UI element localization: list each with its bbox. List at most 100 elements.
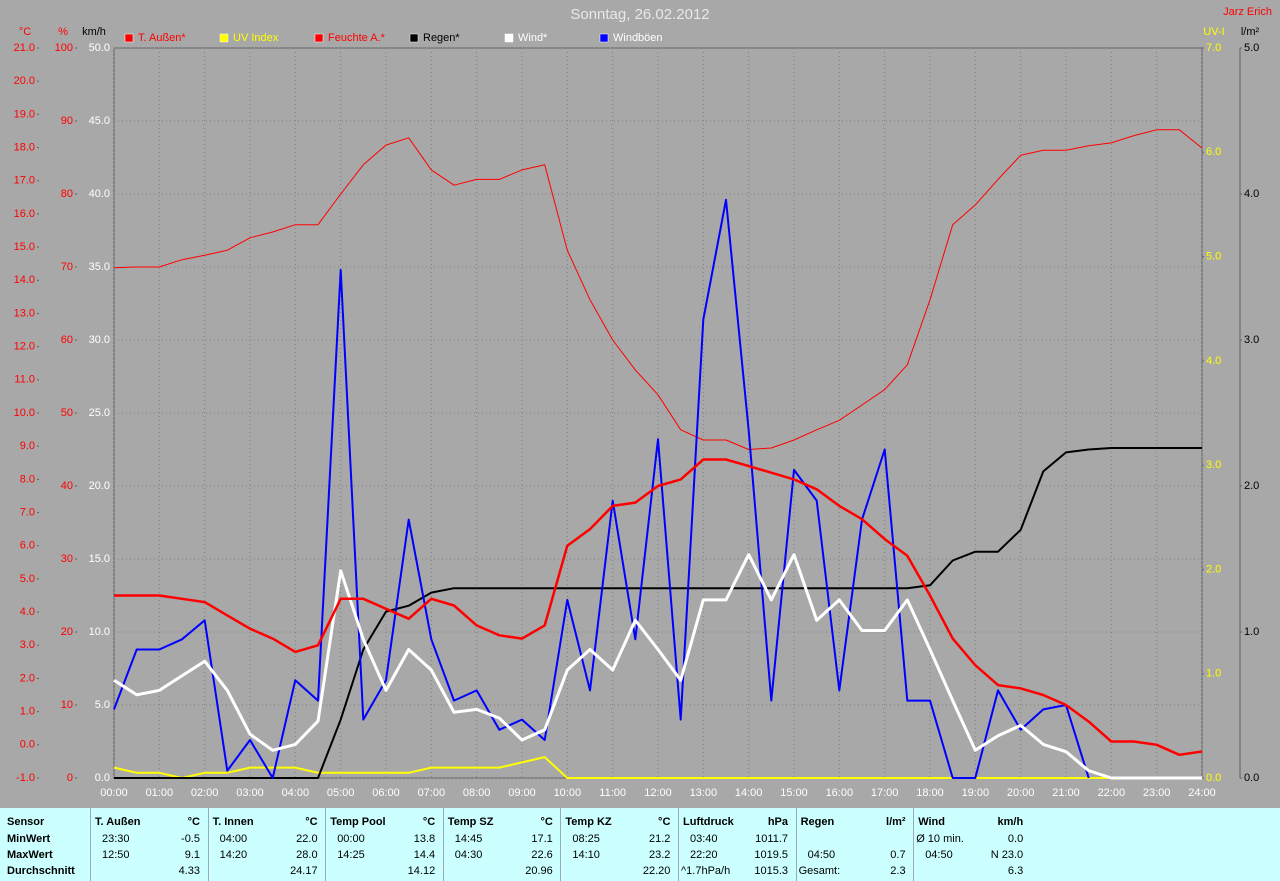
cell-value: 4.33 [178, 865, 200, 877]
y-tick-label: 20.0 [14, 75, 35, 87]
y-tick-label: 30.0 [89, 334, 110, 346]
column-header: Temp KZ [565, 816, 612, 828]
cell-value: 1019.5 [754, 849, 788, 861]
cell-value: -0.5 [181, 833, 200, 845]
column-divider [442, 808, 444, 881]
legend-swatch [409, 33, 419, 43]
cell-time: 14:20 [219, 849, 248, 861]
y-tick-label: 19.0 [14, 108, 35, 120]
y-tick-label: 15.0 [89, 553, 110, 565]
y-tick-label: 0.0 [1244, 772, 1259, 784]
y-tick-label: 5.0 [1206, 250, 1221, 262]
y-tick-label: 6.0 [1206, 146, 1221, 158]
series-line [113, 756, 1202, 779]
cell-value: 9.1 [184, 849, 200, 861]
cell-time: 04:50 [925, 849, 953, 861]
y-tick-label: 12.0 [14, 341, 35, 353]
x-tick-label: 11:00 [599, 787, 626, 799]
y-tick-label: 10 [61, 699, 73, 711]
x-tick-label: 14:00 [735, 787, 763, 799]
legend-label: Windböen [613, 32, 663, 44]
y-tick-label: 21.0 [14, 42, 35, 54]
column-divider [678, 808, 679, 881]
cell-time: 00:00 [337, 833, 365, 845]
row-label: MinWert [7, 833, 51, 845]
y-tick-label: 0.0 [20, 739, 35, 751]
cell-value: 2.3 [890, 865, 906, 877]
y-tick-label: 16.0 [14, 208, 35, 220]
column-unit: hPa [767, 816, 788, 828]
x-tick-label: 13:00 [690, 787, 718, 799]
legend-label: Feuchte A.* [328, 32, 386, 44]
cell-value: 22.6 [531, 849, 553, 861]
column-divider [913, 808, 915, 881]
column-header: Regen [800, 816, 835, 828]
cell-value: 20.96 [525, 865, 553, 877]
series-line [114, 458, 1203, 757]
column-divider [207, 808, 209, 881]
legend-swatch [599, 33, 609, 43]
y-tick-label: 5.0 [1244, 42, 1259, 54]
cell-value: 0.7 [890, 849, 906, 861]
cell-time: 22:20 [690, 849, 718, 861]
legend-label: T. Außen* [138, 32, 186, 44]
y-tick-label: 13.0 [14, 307, 35, 319]
cell-value: 14.4 [413, 849, 436, 861]
x-tick-label: 24:00 [1188, 787, 1216, 799]
y-tick-label: 30 [61, 553, 73, 565]
y-tick-label: 7.0 [1206, 42, 1221, 54]
y-tick-label: 0 [67, 772, 73, 784]
cell-time: 04:30 [454, 849, 483, 861]
cell-time: Ø 10 min. [916, 833, 964, 845]
y-tick-label: 2.0 [1244, 480, 1259, 492]
legend-swatch [219, 33, 229, 43]
cell-time: 04:00 [219, 833, 248, 845]
x-tick-label: 16:00 [826, 787, 854, 799]
column-unit: °C [305, 816, 318, 828]
column-divider [795, 808, 797, 881]
cell-time: 04:50 [807, 849, 836, 861]
y-tick-label: 70 [61, 261, 73, 273]
y-tick-label: 5.0 [95, 699, 110, 711]
y-tick-label: 11.0 [14, 374, 35, 386]
x-tick-label: 00:00 [100, 787, 128, 799]
cell-value: 6.3 [1007, 865, 1024, 877]
column-unit: km/h [997, 816, 1024, 828]
cell-value: 14.12 [407, 865, 436, 877]
cell-time: Gesamt: [798, 865, 841, 877]
legend-label: UV Index [233, 32, 279, 44]
legend-label: Regen* [423, 32, 460, 44]
legend-swatch [314, 33, 324, 43]
legend-swatch [504, 33, 514, 43]
x-tick-label: 07:00 [418, 787, 446, 799]
author: Jarz Erich [1223, 6, 1272, 18]
cell-time: 12:50 [102, 849, 130, 861]
column-header: Wind [918, 816, 945, 828]
series-line [113, 553, 1202, 780]
y-tick-label: 10.0 [14, 407, 35, 419]
column-header: Temp Pool [330, 816, 386, 828]
x-tick-label: 21:00 [1052, 787, 1080, 799]
y-tick-label: 50 [61, 407, 73, 419]
y-tick-label: 8.0 [20, 473, 35, 485]
cell-value: 21.2 [648, 833, 671, 845]
cell-time: 03:40 [690, 833, 718, 845]
y-tick-label: 20.0 [89, 480, 110, 492]
cell-value: 22.0 [296, 833, 318, 845]
axis-label: UV-I [1203, 26, 1224, 38]
y-tick-label: 9.0 [20, 440, 35, 452]
y-tick-label: 18.0 [14, 141, 35, 153]
summary-table: Sensor MinWert MaxWert Durchschnitt T. Außen… [0, 808, 1280, 881]
series-line [113, 198, 1090, 779]
cell-value: 24.17 [290, 865, 318, 877]
column-divider [560, 808, 562, 881]
y-tick-label: 60 [61, 334, 73, 346]
y-tick-label: 40.0 [89, 188, 110, 200]
cell-time: 14:25 [337, 849, 365, 861]
column-unit: l/m² [886, 816, 906, 828]
y-tick-label: 2.0 [20, 672, 35, 684]
y-tick-label: 3.0 [1206, 459, 1221, 471]
x-tick-label: 08:00 [463, 787, 491, 799]
axis-label: % [58, 26, 68, 38]
x-tick-label: 19:00 [962, 787, 990, 799]
